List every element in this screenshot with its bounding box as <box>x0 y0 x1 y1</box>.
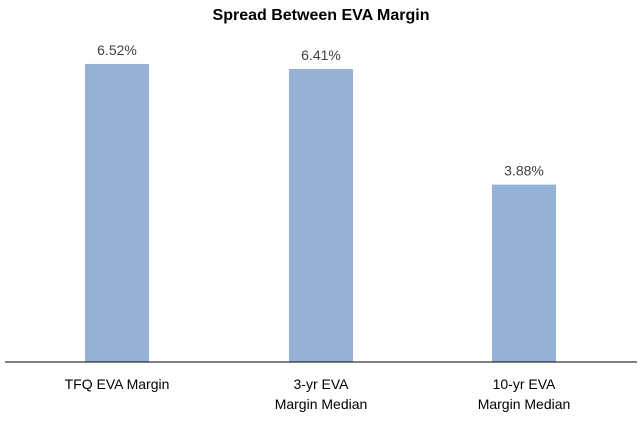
bar-2 <box>289 68 353 362</box>
x-tick-label-line: TFQ EVA Margin <box>65 376 170 392</box>
x-tick-label-line: 10-yr EVA <box>493 376 556 392</box>
x-tick-labels-layer: TFQ EVA Margin 3-yr EVA Margin Median10-yr… <box>65 376 571 412</box>
bar-1 <box>85 63 149 362</box>
data-labels-layer: 6.52% 6.41% 3.88% <box>97 42 544 179</box>
bar-3 <box>492 184 556 362</box>
x-tick-label-line: Margin Median <box>478 396 571 412</box>
data-label-2: 6.41% <box>301 47 341 63</box>
x-tick-label-line: Margin Median <box>275 396 368 412</box>
data-label-1: 6.52% <box>97 42 137 58</box>
bars-layer <box>85 63 556 362</box>
data-label-3: 3.88% <box>504 163 544 179</box>
x-tick-label-1: TFQ EVA Margin <box>65 376 170 392</box>
x-tick-label-2: 3-yr EVA Margin Median <box>275 376 368 412</box>
x-tick-label-line: 3-yr EVA <box>294 376 350 392</box>
chart-title: Spread Between EVA Margin <box>213 7 430 24</box>
x-tick-label-3: 10-yr EVA Margin Median <box>478 376 571 412</box>
